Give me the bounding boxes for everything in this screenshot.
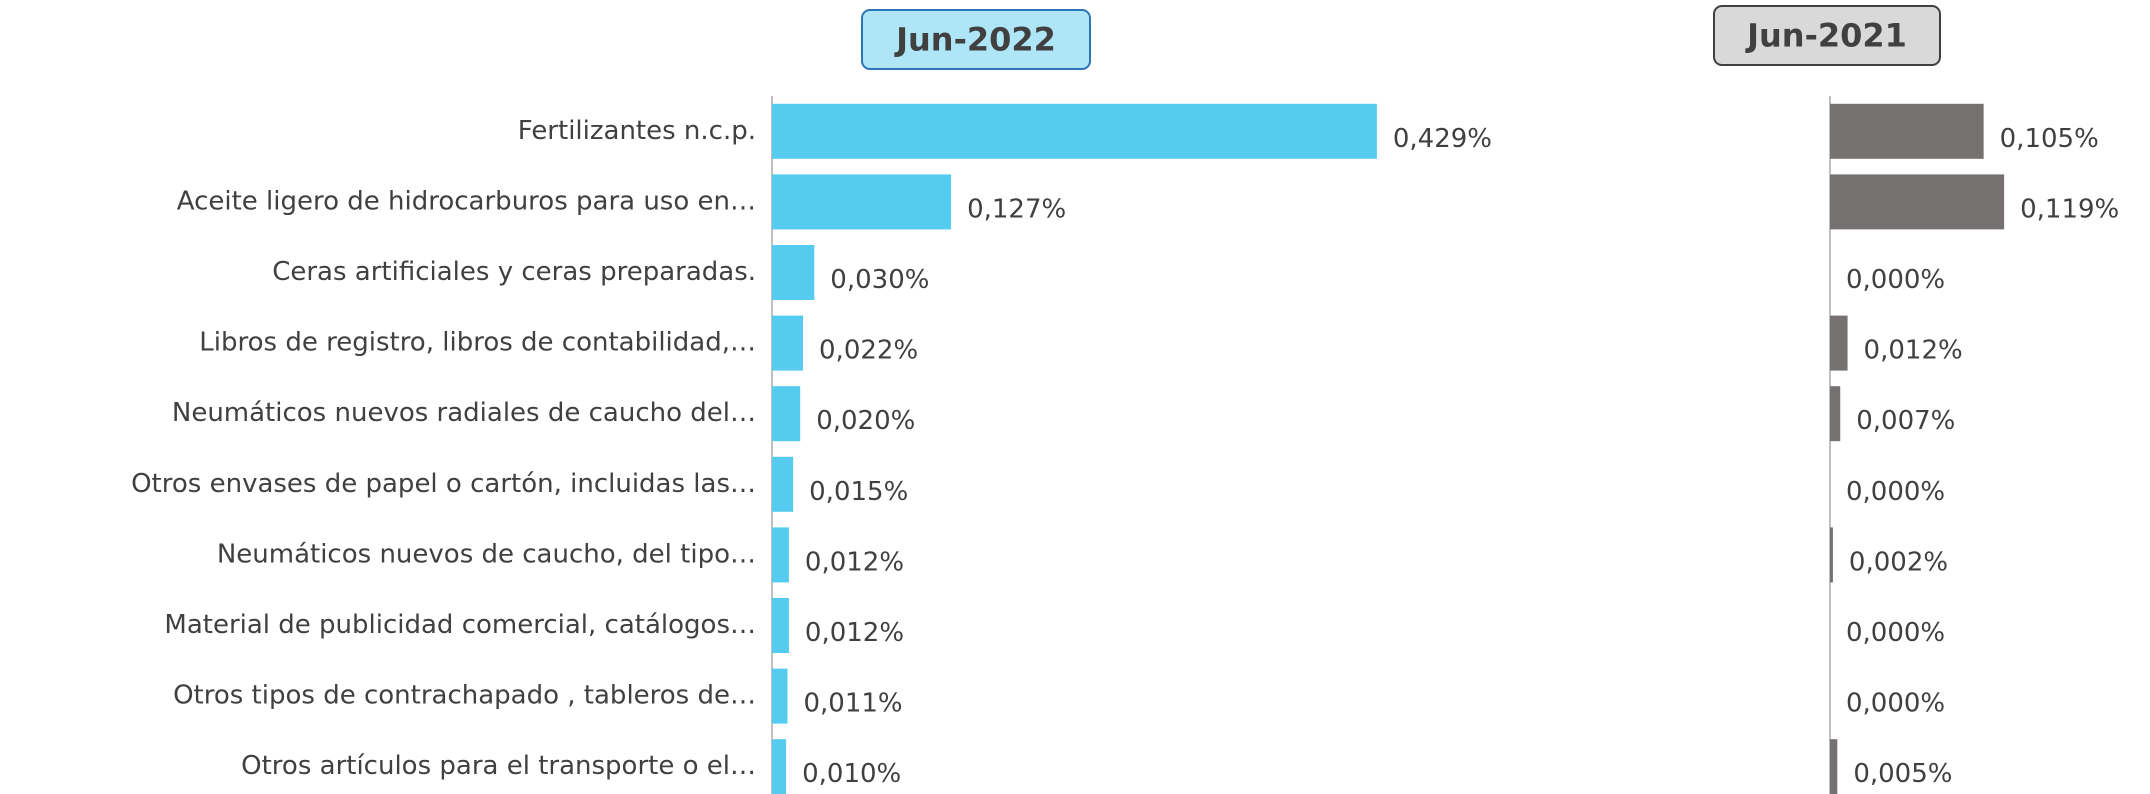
value-label: 0,000% bbox=[1846, 265, 1945, 295]
value-label: 0,000% bbox=[1846, 618, 1945, 648]
value-label: 0,000% bbox=[1846, 689, 1945, 719]
bar bbox=[1830, 174, 2005, 230]
category-label: Ceras artificiales y ceras preparadas. bbox=[272, 257, 756, 287]
title-box bbox=[861, 9, 1091, 70]
bar bbox=[1830, 103, 1984, 159]
value-label: 0,127% bbox=[967, 194, 1066, 224]
title-box bbox=[1713, 5, 1941, 66]
category-label: Aceite ligero de hidrocarburos para uso … bbox=[177, 186, 756, 216]
bar bbox=[772, 103, 1377, 159]
value-label: 0,010% bbox=[802, 759, 901, 789]
value-label: 0,007% bbox=[1856, 406, 1955, 436]
value-label: 0,002% bbox=[1849, 547, 1948, 577]
category-label: Neumáticos nuevos de caucho, del tipo… bbox=[217, 539, 756, 569]
bar bbox=[1830, 315, 1848, 371]
value-label: 0,000% bbox=[1846, 477, 1945, 507]
value-label: 0,105% bbox=[2000, 124, 2099, 154]
value-label: 0,012% bbox=[805, 547, 904, 577]
value-label: 0,119% bbox=[2020, 194, 2119, 224]
category-label: Neumáticos nuevos radiales de caucho del… bbox=[172, 398, 756, 428]
category-label: Otros artículos para el transporte o el… bbox=[241, 751, 756, 781]
bar bbox=[772, 245, 815, 300]
value-label: 0,030% bbox=[830, 265, 929, 295]
value-label: 0,011% bbox=[804, 689, 903, 719]
bar bbox=[1830, 527, 1833, 583]
value-label: 0,020% bbox=[816, 406, 915, 436]
bar bbox=[1830, 739, 1838, 794]
bar bbox=[772, 315, 804, 371]
chart-title: Jun-2022 bbox=[894, 21, 1056, 59]
category-label: Otros tipos de contrachapado , tableros … bbox=[173, 681, 756, 711]
value-label: 0,012% bbox=[1864, 336, 1963, 366]
value-label: 0,015% bbox=[809, 477, 908, 507]
category-label: Fertilizantes n.c.p. bbox=[518, 116, 756, 146]
value-label: 0,005% bbox=[1853, 759, 1952, 789]
bar bbox=[772, 598, 789, 653]
value-label: 0,022% bbox=[819, 336, 918, 366]
bar bbox=[772, 174, 952, 230]
value-label: 0,012% bbox=[805, 618, 904, 648]
bar bbox=[772, 386, 801, 442]
bar bbox=[1830, 386, 1841, 442]
bar bbox=[772, 456, 794, 512]
category-label: Otros envases de papel o cartón, incluid… bbox=[131, 469, 756, 499]
bar bbox=[772, 739, 787, 794]
category-label: Libros de registro, libros de contabilid… bbox=[199, 328, 756, 358]
category-label: Material de publicidad comercial, catálo… bbox=[164, 610, 756, 640]
value-label: 0,429% bbox=[1393, 124, 1492, 154]
chart-title: Jun-2021 bbox=[1745, 17, 1907, 55]
bar bbox=[772, 668, 788, 724]
bar bbox=[772, 527, 789, 583]
